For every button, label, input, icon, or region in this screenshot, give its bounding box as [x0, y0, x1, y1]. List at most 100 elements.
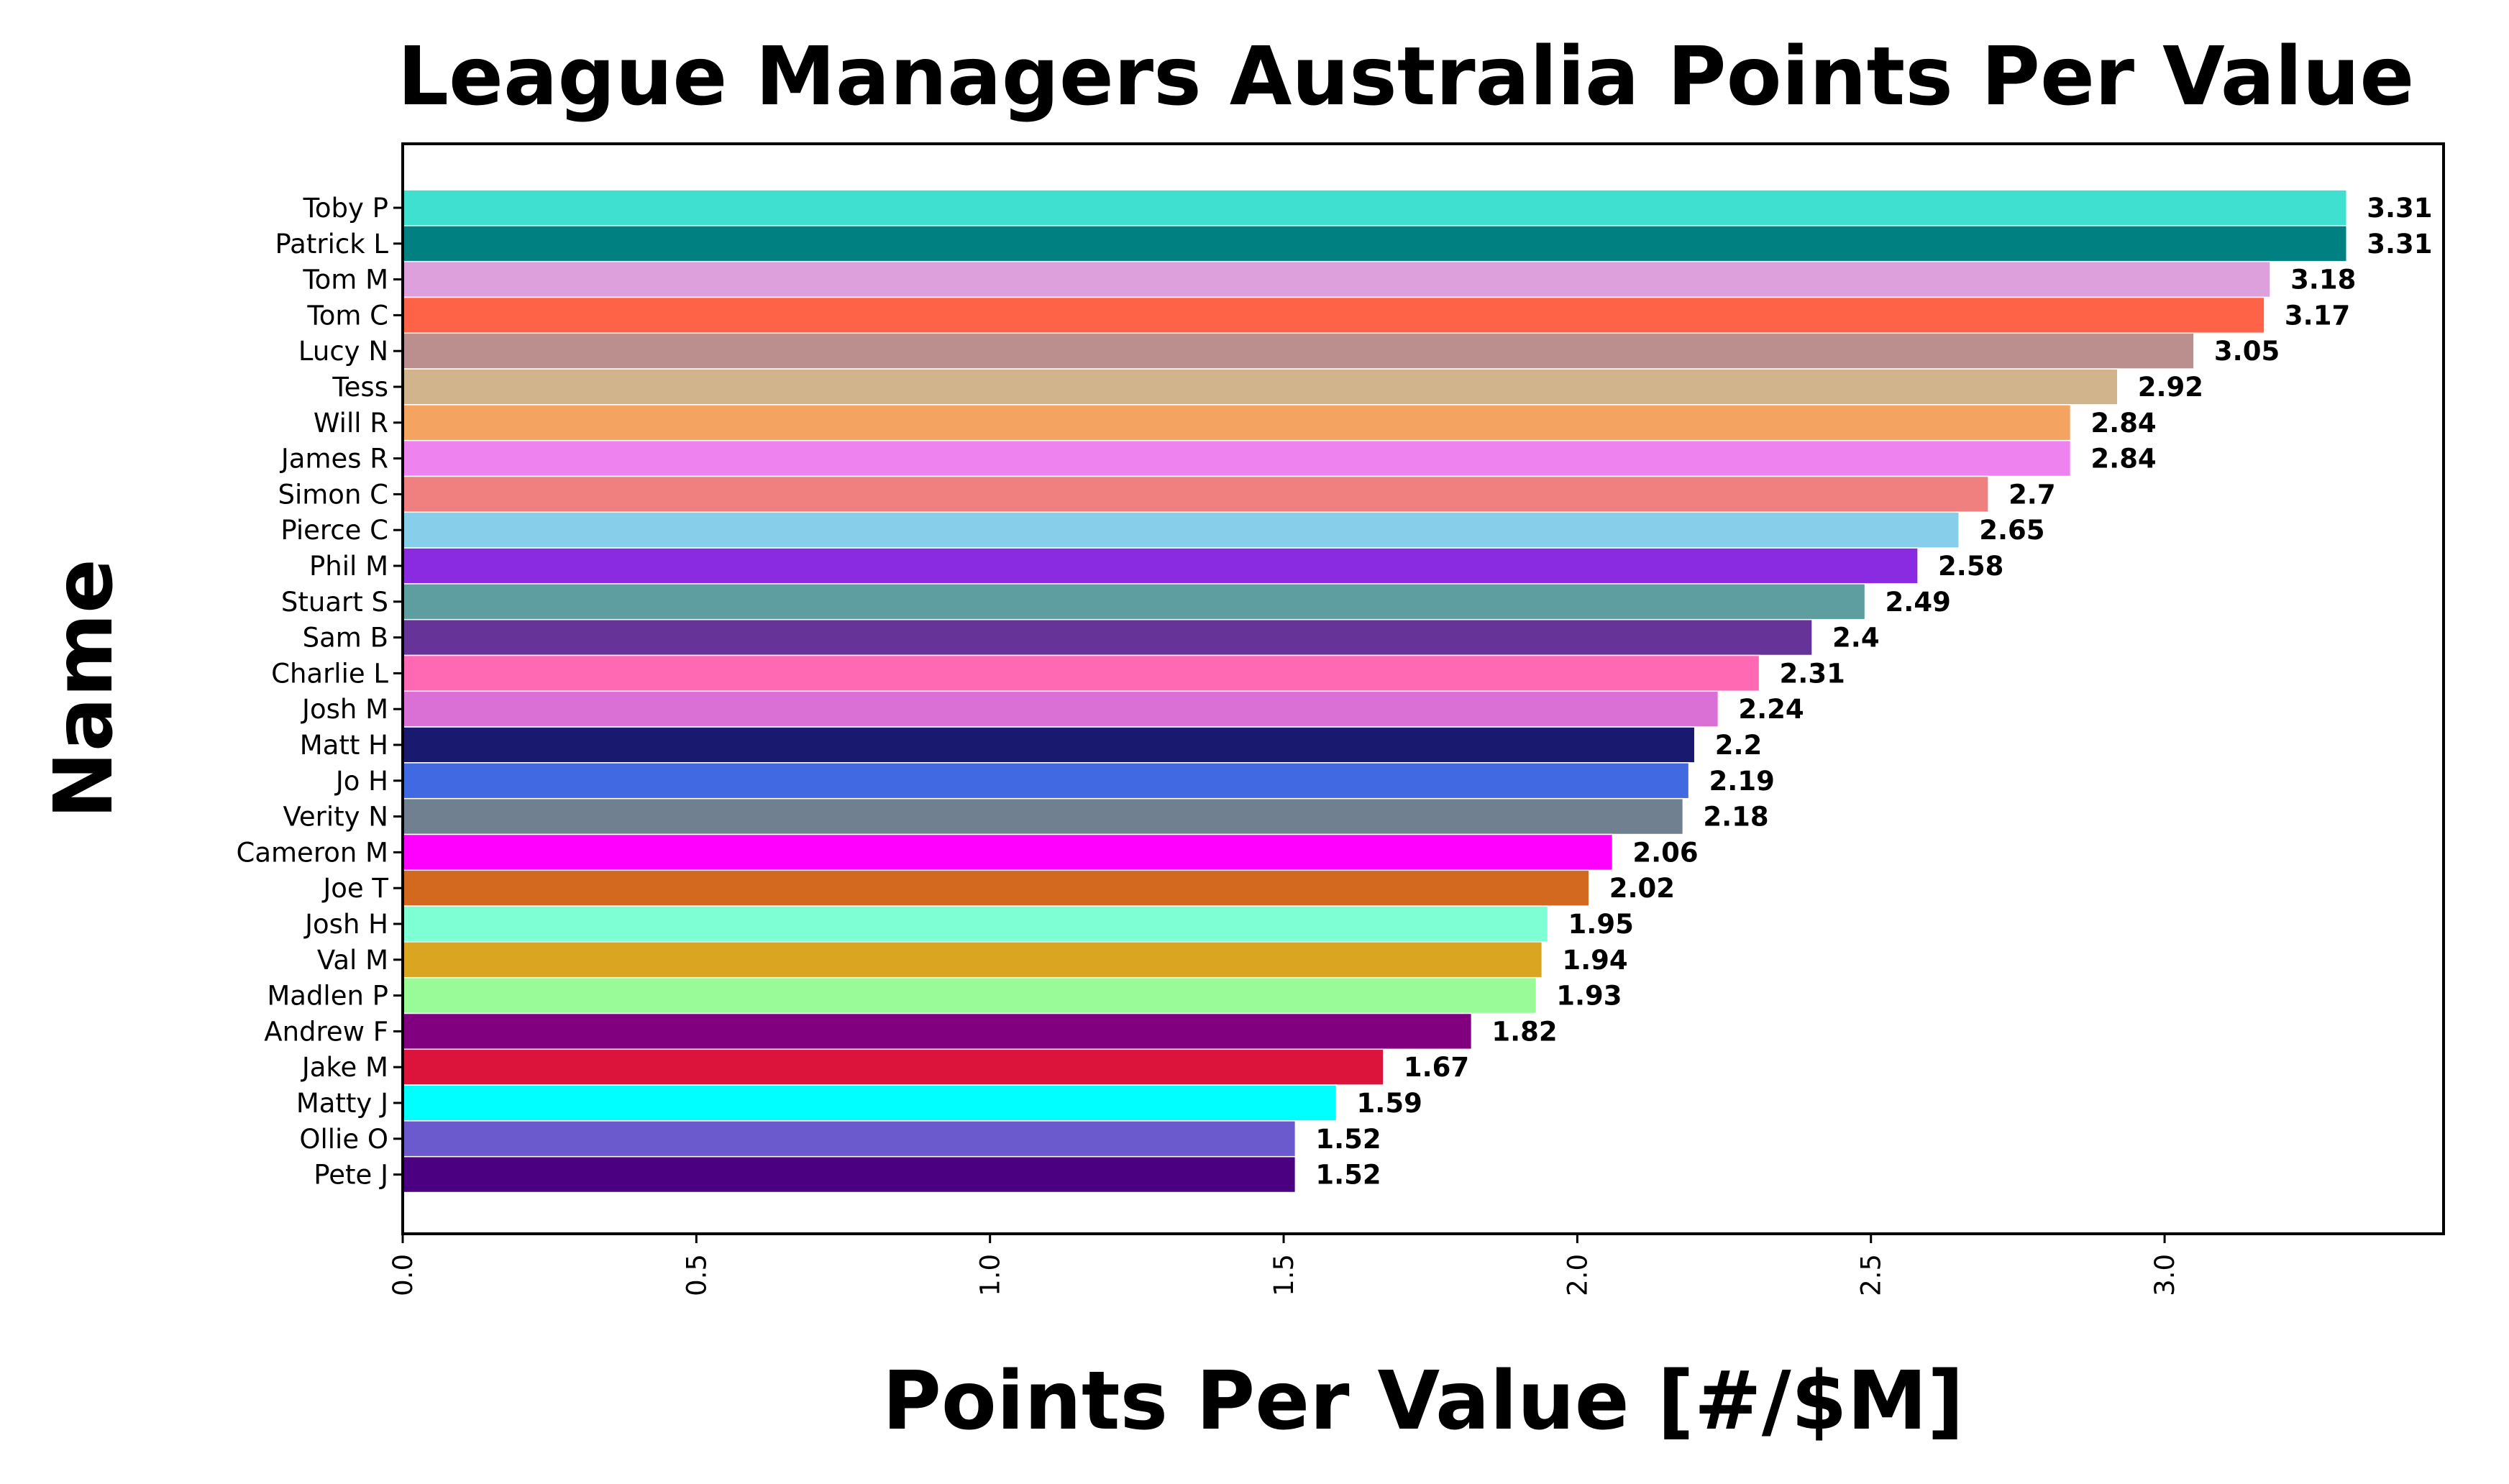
- value-label: 2.84: [2090, 408, 2156, 439]
- bar-stuart-s: [402, 583, 1866, 620]
- bar-matt-h: [402, 726, 1696, 764]
- x-tick-label: 1.5: [1269, 1254, 1299, 1296]
- y-tick-label: Phil M: [309, 551, 388, 582]
- y-axis-label: Name: [37, 559, 131, 819]
- value-label: 1.59: [1357, 1088, 1422, 1119]
- bar-ollie-o: [402, 1120, 1297, 1158]
- value-label: 2.92: [2138, 372, 2203, 403]
- bar-verity-n: [402, 797, 1684, 835]
- y-tick-label: Tom C: [306, 300, 388, 331]
- bar-patrick-l: [402, 225, 2347, 262]
- bar-jo-h: [402, 762, 1690, 800]
- y-tick-label: Simon C: [278, 479, 389, 510]
- value-label: 2.24: [1738, 694, 1804, 725]
- y-tick-label: Joe T: [321, 873, 388, 904]
- y-tick-label: Josh H: [303, 909, 388, 940]
- bar-val-m: [402, 941, 1543, 979]
- y-tick-label: Verity N: [283, 802, 388, 833]
- bar-lucy-n: [402, 332, 2195, 370]
- y-tick-label: Madlen P: [267, 981, 388, 1012]
- value-label: 2.2: [1715, 730, 1763, 761]
- bar-matty-j: [402, 1084, 1338, 1122]
- bar-will-r: [402, 404, 2072, 441]
- y-axis: Toby P Patrick L Tom M Tom C Lucy N Tess Will …: [237, 193, 403, 1191]
- value-label: 1.95: [1568, 909, 1634, 940]
- bar-phil-m: [402, 547, 1919, 585]
- y-tick-label: Andrew F: [264, 1016, 388, 1047]
- value-label: 3.18: [2290, 265, 2356, 296]
- y-tick-label: Stuart S: [281, 587, 388, 618]
- value-label: 3.05: [2214, 336, 2280, 367]
- bar-james-r: [402, 439, 2072, 477]
- bars-group: [402, 189, 2347, 1194]
- y-tick-label: Charlie L: [271, 658, 388, 689]
- x-tick-label: 0.0: [388, 1254, 419, 1296]
- bar-simon-c: [402, 475, 1989, 513]
- value-label: 1.67: [1404, 1052, 1469, 1083]
- bar-jake-m: [402, 1048, 1384, 1086]
- bar-pete-j: [402, 1155, 1297, 1194]
- x-tick-label: 1.0: [975, 1254, 1006, 1296]
- value-label: 2.84: [2090, 444, 2156, 475]
- bar-cameron-m: [402, 833, 1614, 871]
- value-label: 2.4: [1832, 623, 1880, 654]
- y-tick-label: Josh M: [301, 694, 388, 725]
- y-tick-label: Pierce C: [280, 515, 388, 546]
- x-axis: 0.0 0.5 1.0 1.5 2.0 2.5 3.0: [388, 1234, 2180, 1296]
- bar-toby-p: [402, 189, 2347, 226]
- value-label: 2.18: [1703, 802, 1768, 833]
- y-tick-label: Lucy N: [298, 336, 388, 367]
- bar-josh-m: [402, 690, 1719, 728]
- x-tick-label: 3.0: [2149, 1254, 2180, 1296]
- value-label: 2.19: [1709, 766, 1775, 797]
- bar-josh-h: [402, 905, 1549, 943]
- value-label: 2.02: [1609, 873, 1675, 904]
- value-label: 2.58: [1938, 551, 2003, 582]
- y-tick-label: Toby P: [303, 193, 388, 224]
- value-label: 2.7: [2008, 479, 2056, 510]
- y-tick-label: Sam B: [303, 623, 388, 654]
- bar-sam-b: [402, 618, 1813, 656]
- value-label: 3.31: [2367, 229, 2432, 260]
- bar-pierce-c: [402, 511, 1960, 549]
- bar-andrew-f: [402, 1012, 1473, 1050]
- bar-charlie-l: [402, 654, 1760, 692]
- value-label: 3.17: [2285, 300, 2350, 331]
- value-label: 1.93: [1556, 981, 1622, 1012]
- y-tick-label: Ollie O: [299, 1124, 388, 1155]
- y-tick-label: James R: [280, 444, 388, 475]
- x-tick-label: 0.5: [681, 1254, 712, 1296]
- y-tick-label: Matt H: [300, 730, 388, 761]
- value-label: 1.94: [1562, 945, 1627, 976]
- bar-joe-t: [402, 869, 1590, 907]
- value-labels-group: 3.31 3.31 3.18 3.173.05 2.92 2.84 2.84 2.7 2.65 2…: [1315, 193, 2432, 1191]
- x-tick-label: 2.0: [1562, 1254, 1593, 1296]
- chart-title: League Managers Australia Points Per Val…: [398, 30, 2415, 124]
- value-label: 1.82: [1491, 1016, 1557, 1047]
- bar-tom-m: [402, 260, 2271, 298]
- value-label: 2.49: [1886, 587, 1951, 618]
- y-tick-label: Will R: [314, 408, 388, 439]
- value-label: 2.65: [1979, 515, 2044, 546]
- bar-tom-c: [402, 296, 2265, 334]
- y-tick-label: Patrick L: [275, 229, 389, 260]
- value-label: 2.06: [1632, 837, 1698, 868]
- value-label: 2.31: [1780, 658, 1845, 689]
- x-tick-label: 2.5: [1856, 1254, 1887, 1296]
- value-label: 1.52: [1315, 1160, 1381, 1191]
- x-axis-label: Points Per Value [#/$M]: [882, 1355, 1964, 1448]
- y-tick-label: Tess: [332, 372, 388, 403]
- y-tick-label: Matty J: [296, 1088, 388, 1119]
- bar-madlen-p: [402, 976, 1537, 1014]
- y-tick-label: Tom M: [302, 265, 388, 296]
- plot-frame: [401, 142, 2445, 1235]
- value-label: 1.52: [1315, 1124, 1381, 1155]
- y-tick-label: Pete J: [314, 1160, 388, 1191]
- y-tick-label: Cameron M: [237, 837, 389, 868]
- value-label: 3.31: [2367, 193, 2432, 224]
- bar-tess: [402, 368, 2119, 406]
- y-tick-label: Val M: [317, 945, 388, 976]
- y-tick-label: Jo H: [334, 766, 388, 797]
- y-tick-label: Jake M: [301, 1052, 388, 1083]
